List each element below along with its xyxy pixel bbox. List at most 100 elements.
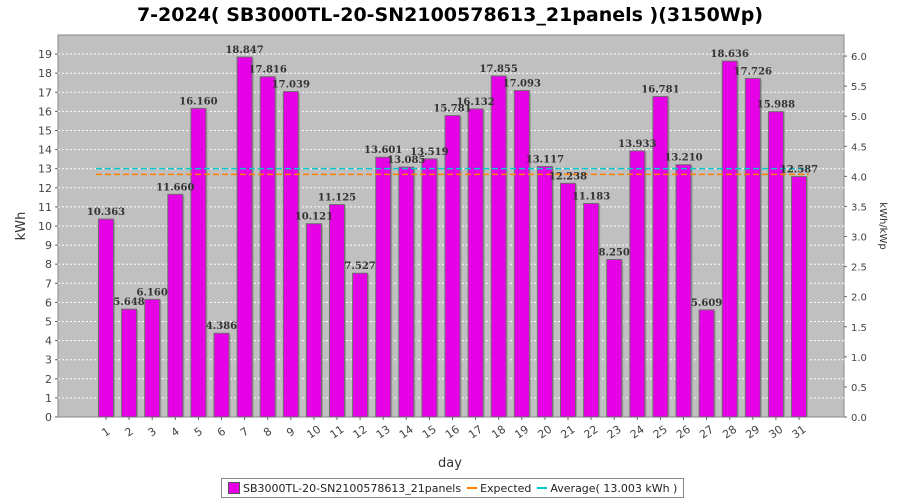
bar — [721, 60, 738, 418]
y-tick-label: 9 — [45, 239, 52, 252]
y2-tick-label: 4.0 — [851, 172, 867, 183]
y2-tick-label: 2.0 — [851, 293, 867, 304]
legend-item-series: SB3000TL-20-SN2100578613_21panels — [228, 482, 461, 495]
x-tick-label: 1 — [99, 425, 112, 440]
legend-label-series: SB3000TL-20-SN2100578613_21panels — [243, 481, 462, 495]
bar — [791, 176, 807, 418]
x-tick-label: 19 — [512, 423, 531, 442]
bar — [259, 76, 276, 418]
bar-value-label: 13.210 — [664, 153, 702, 164]
y2-tick-label: 5.5 — [851, 82, 867, 93]
bar-value-label: 12.587 — [780, 165, 818, 176]
bar-value-label: 8.250 — [599, 247, 630, 258]
bar — [767, 111, 784, 418]
y-tick-label: 13 — [38, 163, 52, 176]
bar-value-label: 17.855 — [480, 64, 518, 75]
y-tick-label: 12 — [38, 182, 52, 195]
bar-value-label: 11.660 — [156, 182, 194, 193]
bar — [560, 182, 576, 418]
y-tick-label: 7 — [45, 277, 52, 290]
bar — [352, 272, 369, 418]
bar — [167, 193, 184, 418]
bar-value-label: 17.039 — [272, 80, 310, 91]
bar-value-label: 16.160 — [179, 96, 217, 107]
y-tick-label: 2 — [45, 373, 52, 386]
x-tick-label: 3 — [146, 425, 159, 440]
x-tick-label: 30 — [766, 423, 785, 442]
legend-item-average: Average( 13.003 kWh ) — [537, 482, 677, 495]
bar-value-label: 18.636 — [711, 49, 749, 60]
bar-value-label: 13.117 — [526, 154, 564, 165]
bar-value-label: 17.726 — [734, 66, 772, 77]
y2-axis-ticks: 0.0 0.5 1.0 1.5 2.0 2.5 3.0 3.5 4.0 4.5 5.0 5.5 6.0 — [844, 52, 867, 424]
y-tick-label: 6 — [45, 296, 52, 309]
bar-value-label: 10.363 — [87, 207, 125, 218]
bar — [121, 308, 138, 418]
bar — [305, 223, 322, 418]
y-tick-label: 5 — [45, 316, 52, 329]
y-tick-label: 11 — [38, 201, 52, 214]
bar-value-label: 15.781 — [433, 104, 471, 115]
y-tick-label: 4 — [45, 335, 52, 348]
x-tick-label: 5 — [192, 425, 205, 440]
bar — [606, 258, 623, 418]
bar-value-label: 15.988 — [757, 100, 795, 111]
x-tick-label: 31 — [790, 423, 809, 442]
y2-tick-label: 4.5 — [851, 142, 867, 153]
x-axis-ticks: 1 2 3 4 5 6 7 8 9 10 11 12 13 14 15 16 17 18 19 20 21 22 23 24 2… — [99, 417, 808, 441]
bar-value-label: 17.816 — [249, 65, 287, 76]
legend-swatch-average — [537, 487, 548, 489]
y2-tick-label: 0.0 — [851, 413, 867, 424]
bar-value-label: 13.933 — [618, 139, 656, 150]
legend-label-average: Average( 13.003 kWh ) — [550, 481, 678, 495]
x-tick-label: 8 — [261, 425, 274, 440]
y-tick-label: 17 — [38, 86, 52, 99]
legend: SB3000TL-20-SN2100578613_21panels Expect… — [221, 478, 685, 498]
x-tick-label: 16 — [443, 423, 462, 442]
y-tick-label: 16 — [38, 105, 52, 118]
bar-value-label: 12.238 — [549, 171, 587, 182]
x-tick-label: 25 — [651, 423, 670, 442]
bar — [675, 164, 692, 418]
y-tick-label: 3 — [45, 354, 52, 367]
y-tick-label: 14 — [38, 144, 52, 157]
y2-tick-label: 0.5 — [851, 383, 867, 394]
y-tick-label: 18 — [38, 67, 52, 80]
y-tick-label: 8 — [45, 258, 52, 271]
bar-value-label: 4.386 — [206, 321, 237, 332]
y2-tick-label: 3.5 — [851, 202, 867, 213]
y2-tick-label: 6.0 — [851, 52, 867, 63]
bar-value-label: 13.519 — [410, 147, 448, 158]
x-tick-label: 12 — [351, 423, 370, 442]
x-tick-label: 15 — [420, 423, 439, 442]
bar-value-label: 18.847 — [225, 45, 263, 56]
bar — [513, 90, 530, 418]
x-tick-label: 7 — [238, 425, 251, 440]
bar — [213, 332, 230, 418]
bar — [490, 75, 507, 418]
x-tick-label: 2 — [122, 425, 135, 440]
x-tick-label: 23 — [605, 423, 624, 442]
x-tick-label: 4 — [169, 425, 182, 440]
bar — [375, 156, 392, 418]
x-tick-label: 10 — [304, 423, 323, 442]
bar — [629, 150, 646, 418]
bar-value-label: 7.527 — [344, 261, 375, 272]
bar — [236, 56, 253, 418]
x-tick-label: 28 — [720, 423, 739, 442]
bar-value-label: 11.125 — [318, 193, 356, 204]
bar-value-label: 6.160 — [137, 287, 168, 298]
legend-item-expected: Expected — [467, 482, 531, 495]
bar-value-label: 17.093 — [503, 79, 541, 90]
x-tick-label: 17 — [466, 423, 485, 442]
x-tick-label: 29 — [743, 423, 762, 442]
x-tick-label: 22 — [582, 423, 601, 442]
x-axis-label: day — [438, 456, 462, 471]
bar-value-label: 16.781 — [641, 84, 679, 95]
bar-value-label: 5.609 — [691, 298, 722, 309]
bar — [583, 202, 600, 418]
chart-title: 7-2024( SB3000TL-20-SN2100578613_21panel… — [136, 4, 764, 26]
bar-value-label: 13.085 — [387, 155, 425, 166]
